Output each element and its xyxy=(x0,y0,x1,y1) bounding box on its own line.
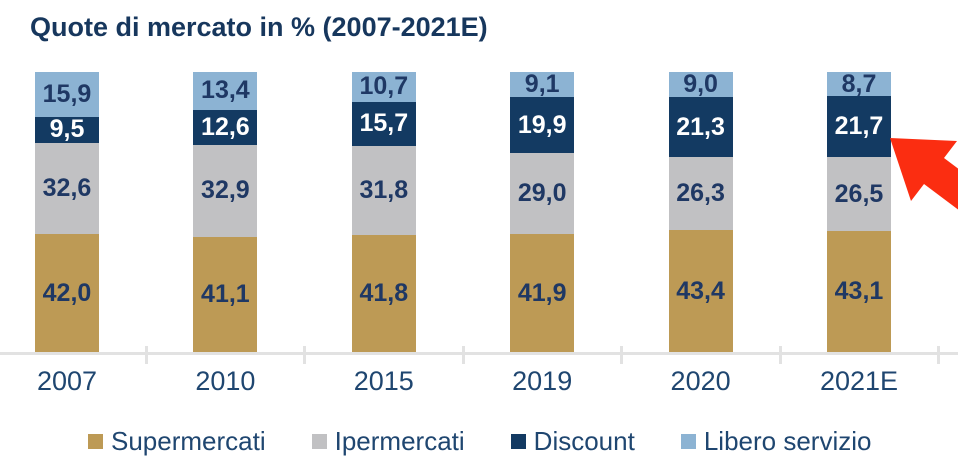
segment-libero-servizio: 9,0 xyxy=(668,70,733,99)
value-label-ipermercati: 31,8 xyxy=(359,175,409,204)
x-axis-label-2021E: 2021E xyxy=(819,366,899,396)
bar-2019: 9,1 19,9 29,0 41,9 xyxy=(510,70,575,352)
segment-discount: 19,9 xyxy=(510,97,575,154)
value-label-ipermercati: 32,9 xyxy=(201,176,250,205)
value-label-supermercati: 41,9 xyxy=(517,278,567,307)
legend-swatch-icon xyxy=(88,433,103,449)
value-label-libero-servizio: 13,4 xyxy=(201,76,250,105)
bar-2020: 9,0 21,3 26,3 43,4 xyxy=(668,70,733,352)
value-label-libero-servizio: 10,7 xyxy=(359,72,409,101)
value-label-discount: 15,7 xyxy=(359,109,409,138)
bar-2010: 13,4 12,6 32,9 41,1 xyxy=(193,72,258,352)
bar-2007: 15,9 9,5 32,6 42,0 xyxy=(35,72,99,352)
x-axis-label-2015: 2015 xyxy=(353,366,414,396)
x-axis-label-2019: 2019 xyxy=(512,366,573,396)
annotation-arrow-icon xyxy=(890,138,958,210)
bar-2015: 10,7 15,7 31,8 41,8 xyxy=(351,72,416,352)
legend: Supermercati Ipermercati Discount Libero se… xyxy=(88,428,871,454)
legend-swatch-icon xyxy=(680,433,696,449)
value-label-discount: 19,9 xyxy=(517,110,567,139)
segment-supermercati: 41,1 xyxy=(193,236,258,352)
x-axis-tick xyxy=(937,346,940,364)
legend-label: Libero servizio xyxy=(703,426,872,456)
value-label-supermercati: 43,4 xyxy=(676,276,725,305)
segment-supermercati: 43,1 xyxy=(827,231,891,352)
value-label-libero-servizio: 8,7 xyxy=(841,69,877,98)
x-axis-label-2020: 2020 xyxy=(670,366,731,396)
value-label-libero-servizio: 9,0 xyxy=(683,70,718,99)
x-axis-tick xyxy=(778,346,782,364)
segment-ipermercati: 31,8 xyxy=(351,145,416,235)
legend-label: Discount xyxy=(533,426,635,456)
segment-ipermercati: 26,3 xyxy=(668,156,733,231)
value-label-discount: 21,3 xyxy=(676,112,725,141)
x-axis-line xyxy=(0,352,958,355)
segment-ipermercati: 29,0 xyxy=(510,153,575,235)
segment-libero-servizio: 10,7 xyxy=(351,72,416,102)
value-label-supermercati: 41,8 xyxy=(359,278,409,307)
segment-libero-servizio: 9,1 xyxy=(510,70,575,99)
segment-libero-servizio: 15,9 xyxy=(35,72,99,117)
chart-title: Quote di mercato in % (2007-2021E) xyxy=(30,12,488,42)
value-label-ipermercati: 26,5 xyxy=(834,179,884,208)
value-label-discount: 9,5 xyxy=(49,115,85,144)
x-axis-label-2007: 2007 xyxy=(36,366,98,396)
value-label-supermercati: 43,1 xyxy=(834,277,884,306)
value-label-supermercati: 42,0 xyxy=(42,278,92,307)
legend-swatch-icon xyxy=(311,433,327,449)
x-axis-tick xyxy=(620,346,624,364)
segment-discount: 12,6 xyxy=(193,109,258,145)
segment-discount: 9,5 xyxy=(35,115,99,144)
segment-ipermercati: 32,6 xyxy=(35,143,99,235)
value-label-discount: 21,7 xyxy=(834,112,884,141)
value-label-libero-servizio: 9,1 xyxy=(524,70,560,99)
value-label-ipermercati: 29,0 xyxy=(517,179,567,208)
bar-2021E: 8,7 21,7 26,5 43,1 xyxy=(827,69,891,352)
value-label-supermercati: 41,1 xyxy=(201,279,250,308)
segment-discount: 21,3 xyxy=(668,97,733,157)
x-axis-tick xyxy=(461,346,465,364)
segment-libero-servizio: 8,7 xyxy=(827,69,891,98)
legend-swatch-icon xyxy=(510,433,526,449)
segment-ipermercati: 32,9 xyxy=(193,144,258,237)
x-axis-tick xyxy=(145,346,148,364)
value-label-ipermercati: 26,3 xyxy=(676,179,725,208)
value-label-discount: 12,6 xyxy=(201,112,250,141)
value-label-ipermercati: 32,6 xyxy=(42,174,92,203)
legend-item-ipermercati: Ipermercati xyxy=(311,426,465,456)
segment-discount: 21,7 xyxy=(827,96,891,158)
legend-label: Ipermercati xyxy=(334,426,465,456)
segment-ipermercati: 26,5 xyxy=(827,157,891,232)
segment-discount: 15,7 xyxy=(351,101,416,146)
legend-item-discount: Discount xyxy=(510,426,635,456)
value-label-libero-servizio: 15,9 xyxy=(42,79,92,108)
segment-supermercati: 41,9 xyxy=(510,234,575,352)
segment-supermercati: 43,4 xyxy=(668,230,733,352)
x-axis-label-2010: 2010 xyxy=(195,366,256,396)
legend-item-libero-servizio: Libero servizio xyxy=(680,426,872,456)
legend-label: Supermercati xyxy=(111,426,266,456)
legend-item-supermercati: Supermercati xyxy=(88,428,266,454)
x-axis-tick xyxy=(303,346,307,364)
segment-supermercati: 41,8 xyxy=(351,234,416,352)
segment-libero-servizio: 13,4 xyxy=(193,72,258,110)
segment-supermercati: 42,0 xyxy=(35,234,99,352)
